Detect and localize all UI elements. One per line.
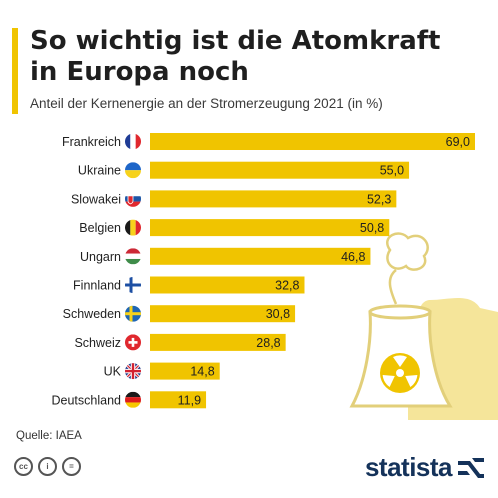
category-label: Schweden [63,307,121,321]
flag-france-icon [125,133,141,150]
brand-name: statista [364,452,453,482]
value-label: 28,8 [256,336,280,350]
category-label: Ukraine [78,164,121,178]
license-icons: cc i = [14,457,81,476]
flag-ukraine-icon [125,162,141,179]
value-label: 69,0 [446,135,470,149]
category-label: Slowakei [71,192,121,206]
value-label: 32,8 [275,279,299,293]
radiation-icon [380,353,420,393]
statista-logo-icon [458,457,484,478]
flag-hungary-icon [125,248,141,265]
flag-germany-icon [125,391,141,408]
flag-switzerland-icon [125,334,141,351]
bar-slowakei [150,190,397,208]
bar-schweden [150,305,296,323]
category-label: Frankreich [62,135,121,149]
category-label: Schweiz [74,336,121,350]
bar-ungarn [150,247,371,265]
bar-chart: Frankreich 69,0 Ukraine 55,0 Slowakei 52,3 Bel… [52,133,475,409]
category-label: Deutschland [52,393,122,407]
bar-finnland [150,276,305,294]
flag-slovakia-icon [125,190,141,207]
chart-title: So wichtig ist die Atomkraft in Europa n… [30,26,441,87]
title-accent-bar [12,28,18,114]
bar-ukraine [150,161,410,179]
nuclear-plant-illustration [349,232,498,420]
no-derivatives-icon: = [62,457,81,476]
brand-logo: statista [365,452,484,483]
value-label: 11,9 [178,393,201,407]
category-label: Finnland [73,279,121,293]
chart-subtitle: Anteil der Kernenergie an der Stromerzeu… [30,96,383,111]
bar-frankreich [150,133,475,150]
value-label: 30,8 [266,307,290,321]
bar-schweiz [150,333,286,351]
cc-icon: cc [14,457,33,476]
value-label: 52,3 [367,192,391,206]
value-label: 46,8 [341,250,365,264]
flag-belgium-icon [125,219,141,236]
bar-belgien [150,219,390,237]
flag-uk-icon [125,363,141,380]
flag-finland-icon [125,277,141,293]
bar-deutschland [150,391,207,409]
source-note: Quelle: IAEA [16,430,82,442]
value-label: 55,0 [380,164,404,178]
category-label: Belgien [79,221,121,235]
category-label: Ungarn [80,250,121,264]
value-label: 14,8 [190,365,214,379]
category-label: UK [104,365,122,379]
bar-uk [150,362,220,380]
value-label: 50,8 [360,221,384,235]
attribution-icon: i [38,457,57,476]
flag-sweden-icon [125,305,141,322]
